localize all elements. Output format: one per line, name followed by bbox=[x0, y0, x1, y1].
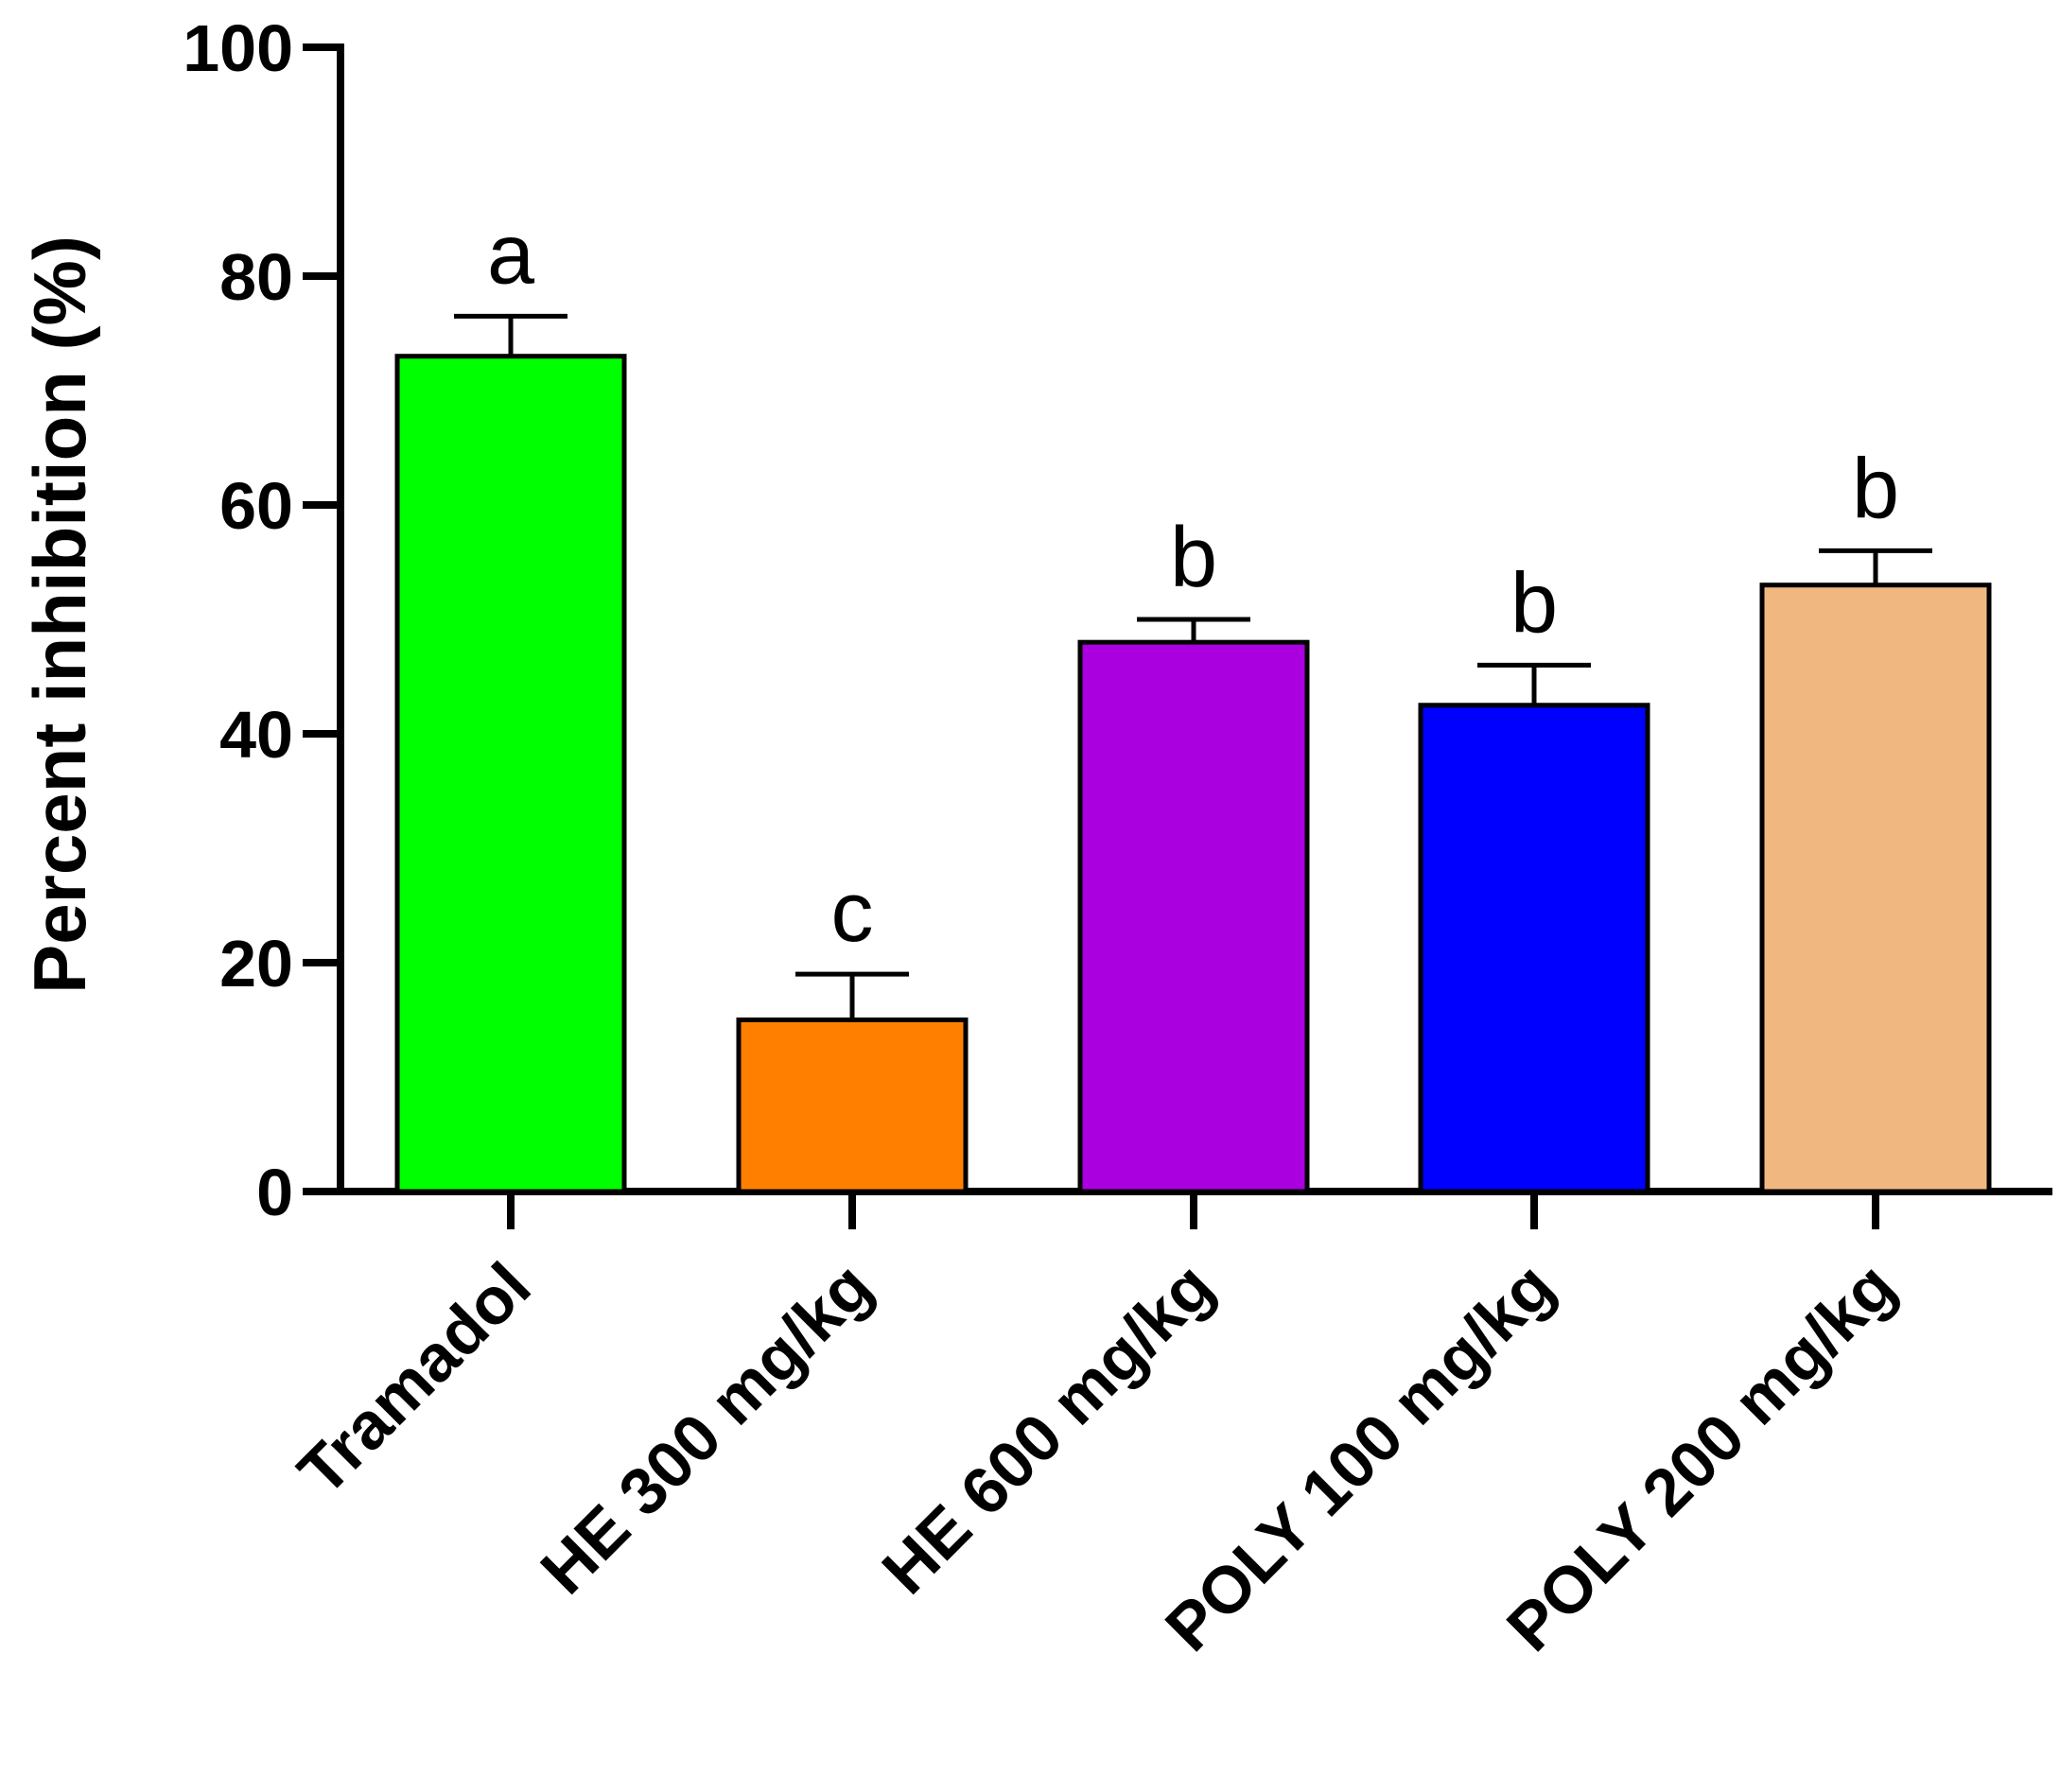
significance-label-0: a bbox=[487, 207, 535, 302]
category-label-0: Tramadol bbox=[284, 1248, 544, 1508]
bars-layer bbox=[394, 313, 1992, 1194]
y-tick-label-60: 60 bbox=[219, 469, 293, 543]
significance-label-1: c bbox=[831, 865, 874, 960]
bar-3 bbox=[1418, 703, 1650, 1194]
y-tick-label-100: 100 bbox=[183, 11, 293, 85]
y-tick-label-0: 0 bbox=[256, 1156, 293, 1229]
bar-4 bbox=[1759, 583, 1992, 1194]
bar-0 bbox=[394, 354, 627, 1194]
significance-label-3: b bbox=[1510, 556, 1558, 651]
significance-label-2: b bbox=[1170, 511, 1217, 605]
bar-1 bbox=[736, 1018, 969, 1194]
bar-2 bbox=[1077, 639, 1310, 1194]
category-label-1: HE 300 mg/kg bbox=[527, 1248, 886, 1608]
significance-label-4: b bbox=[1852, 442, 1899, 536]
y-axis-label: Percent inhibition (%) bbox=[18, 235, 101, 994]
y-tick-label-20: 20 bbox=[219, 927, 293, 1000]
category-label-2: HE 600 mg/kg bbox=[868, 1248, 1228, 1608]
y-tick-label-80: 80 bbox=[219, 240, 293, 314]
y-tick-label-40: 40 bbox=[219, 698, 293, 772]
